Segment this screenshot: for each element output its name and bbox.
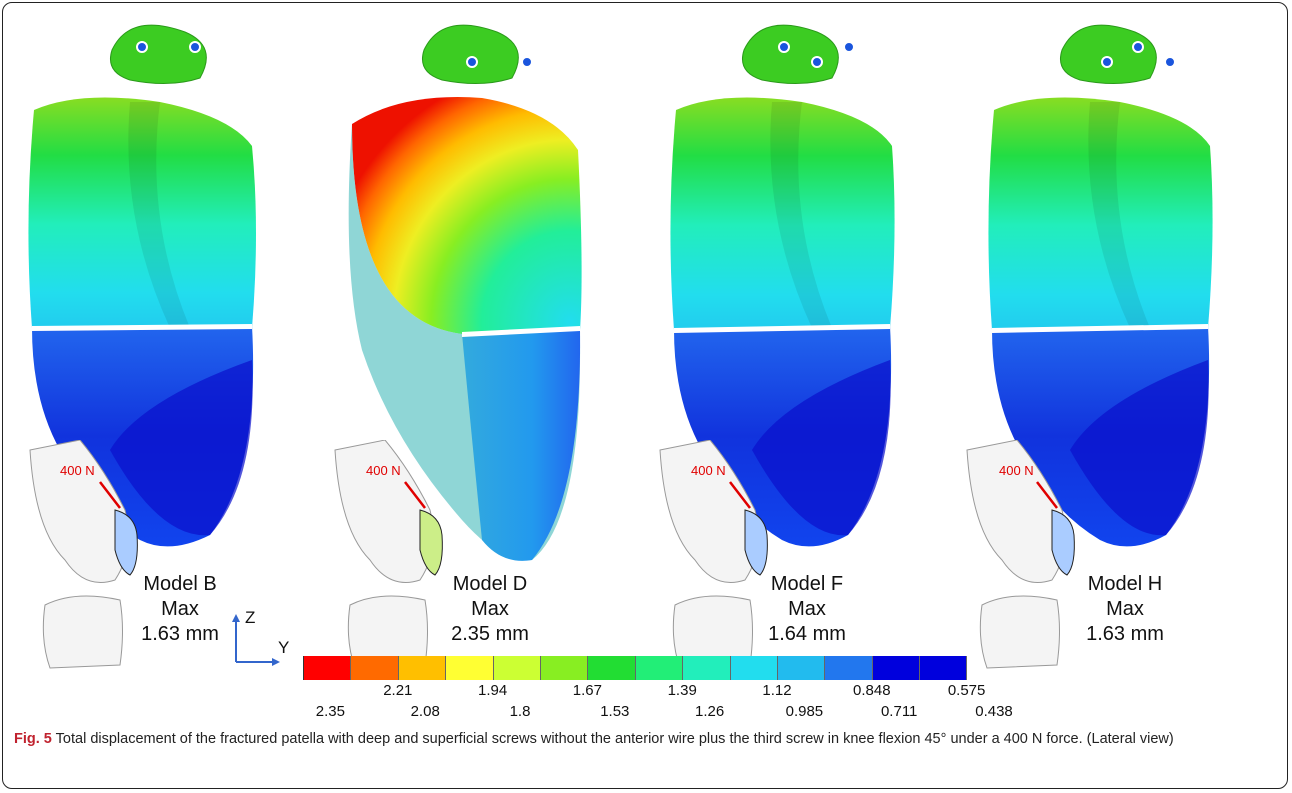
model-name: Model D bbox=[415, 572, 565, 597]
legend-tick-lower: 2.08 bbox=[411, 703, 440, 720]
z-axis-label: Z bbox=[245, 608, 255, 628]
max-label: Max bbox=[732, 597, 882, 622]
model-name: Model B bbox=[105, 572, 255, 597]
legend-swatch bbox=[494, 656, 541, 680]
legend-tick-upper: 0.848 bbox=[853, 682, 891, 699]
legend-tick-lower: 1.26 bbox=[695, 703, 724, 720]
model-label-h: Model H Max 1.63 mm bbox=[1050, 572, 1200, 647]
force-label-3: 400 N bbox=[691, 463, 726, 478]
legend-swatch bbox=[636, 656, 683, 680]
legend-tick-upper: 1.67 bbox=[573, 682, 602, 699]
legend-swatch bbox=[541, 656, 588, 680]
legend-swatch bbox=[446, 656, 493, 680]
model-name: Model H bbox=[1050, 572, 1200, 597]
legend-tick-lower: 1.8 bbox=[510, 703, 531, 720]
figure-area: 400 N 400 N 400 N 400 N Model B Max 1.63… bbox=[0, 0, 1292, 720]
legend-swatch bbox=[683, 656, 730, 680]
legend-tick-upper: 1.39 bbox=[668, 682, 697, 699]
legend-swatch bbox=[399, 656, 446, 680]
legend-swatch bbox=[825, 656, 872, 680]
legend-tick-lower: 2.35 bbox=[316, 703, 345, 720]
force-label-4: 400 N bbox=[999, 463, 1034, 478]
force-label-2: 400 N bbox=[366, 463, 401, 478]
legend-tick-upper: 1.12 bbox=[762, 682, 791, 699]
legend-swatch bbox=[873, 656, 920, 680]
force-label-1: 400 N bbox=[60, 463, 95, 478]
max-label: Max bbox=[415, 597, 565, 622]
model-label-d: Model D Max 2.35 mm bbox=[415, 572, 565, 647]
caption-text: Total displacement of the fractured pate… bbox=[56, 731, 1174, 747]
legend-tick-lower: 0.985 bbox=[786, 703, 824, 720]
legend-swatch bbox=[351, 656, 398, 680]
legend-tick-lower: 1.53 bbox=[600, 703, 629, 720]
caption-label: Fig. 5 bbox=[14, 731, 52, 747]
max-label: Max bbox=[1050, 597, 1200, 622]
max-value: 1.64 mm bbox=[732, 622, 882, 647]
legend-swatch bbox=[304, 656, 351, 680]
model-name: Model F bbox=[732, 572, 882, 597]
legend-tick-upper: 2.21 bbox=[383, 682, 412, 699]
figure-caption: Fig. 5 Total displacement of the fractur… bbox=[14, 729, 1276, 749]
model-label-f: Model F Max 1.64 mm bbox=[732, 572, 882, 647]
legend-swatch bbox=[778, 656, 825, 680]
legend-swatch bbox=[920, 656, 967, 680]
y-axis-label: Y bbox=[278, 638, 289, 658]
color-legend-bar bbox=[303, 656, 967, 680]
max-value: 2.35 mm bbox=[415, 622, 565, 647]
legend-tick-lower: 0.438 bbox=[975, 703, 1013, 720]
max-value: 1.63 mm bbox=[1050, 622, 1200, 647]
legend-swatch bbox=[731, 656, 778, 680]
legend-swatch bbox=[588, 656, 635, 680]
legend-tick-upper: 0.575 bbox=[948, 682, 986, 699]
legend-tick-lower: 0.711 bbox=[881, 703, 917, 720]
legend-tick-upper: 1.94 bbox=[478, 682, 507, 699]
